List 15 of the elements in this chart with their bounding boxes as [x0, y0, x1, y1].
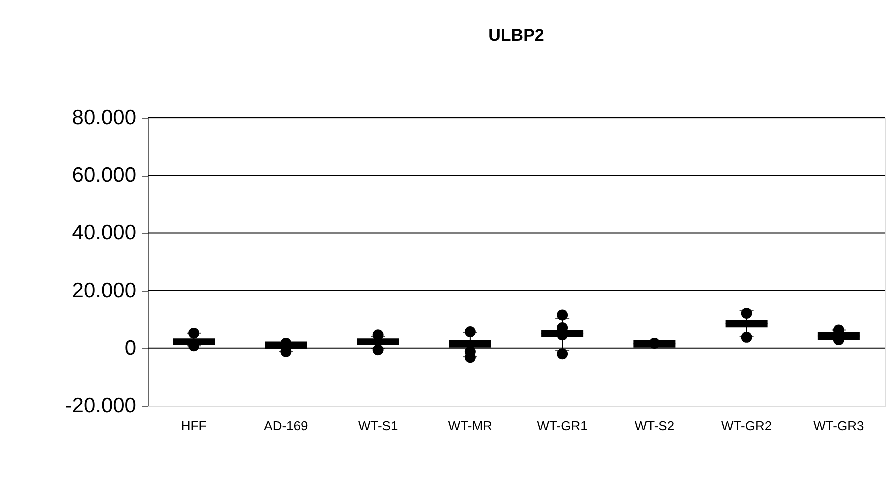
y-tick-label: 20.000 [72, 279, 136, 302]
x-tick-label: AD-169 [264, 418, 308, 434]
y-tick-label: 40.000 [72, 222, 136, 245]
y-tick-label: 80.000 [72, 106, 136, 130]
x-tick-label: WT-GR1 [537, 418, 588, 434]
y-tick-label: 0 [124, 336, 136, 360]
y-tick-label: -20.000 [65, 394, 136, 418]
x-tick-label: HFF [181, 418, 207, 434]
x-tick-label: WT-GR2 [722, 418, 772, 434]
x-tick-label: WT-GR3 [814, 418, 864, 434]
x-tick-label: WT-S1 [358, 418, 398, 434]
x-tick-label: WT-S2 [634, 418, 675, 434]
x-tick-label: WT-MR [448, 418, 492, 434]
y-tick-label: 60.000 [72, 164, 136, 188]
chart-title: ULBP2 [488, 26, 544, 45]
